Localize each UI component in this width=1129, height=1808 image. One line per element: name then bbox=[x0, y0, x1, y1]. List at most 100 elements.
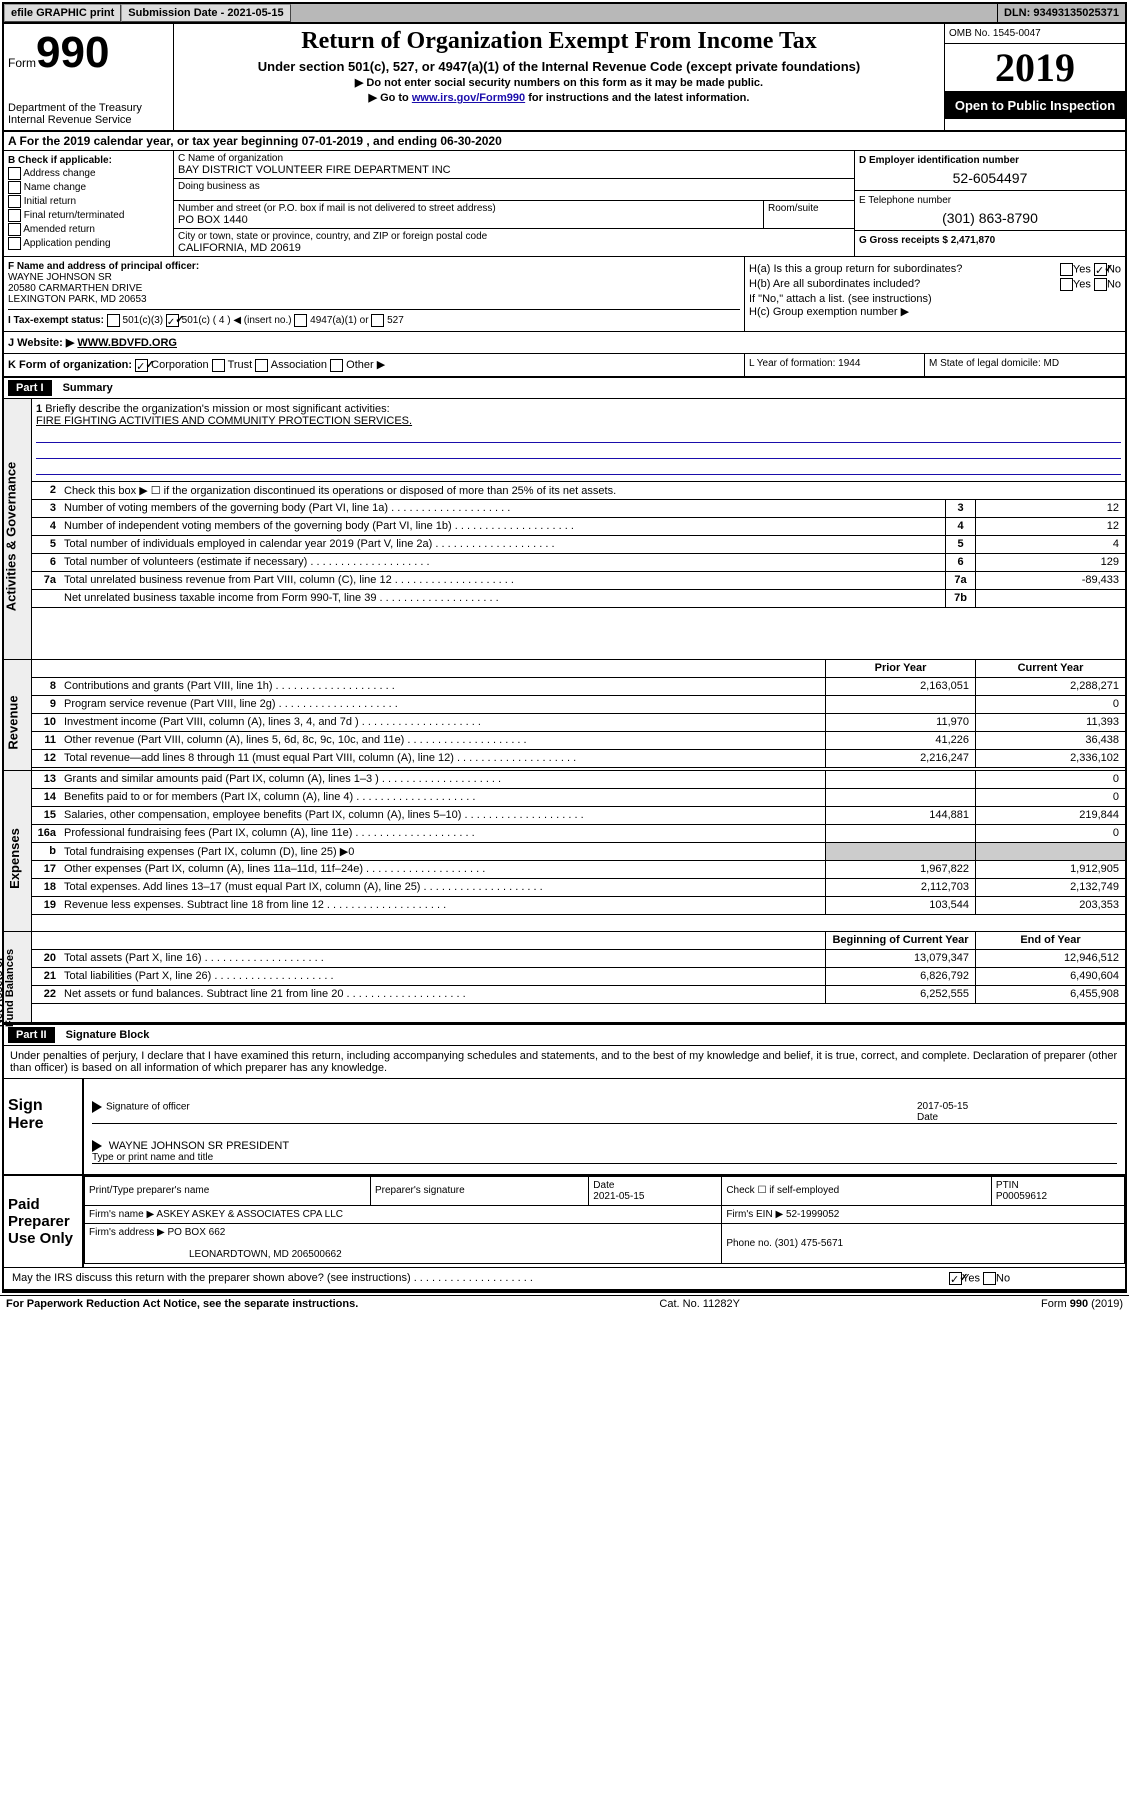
m-state-domicile: M State of legal domicile: MD bbox=[925, 354, 1125, 376]
summary-line-4: 4 Number of independent voting members o… bbox=[32, 518, 1125, 536]
hb-label: H(b) Are all subordinates included? bbox=[749, 278, 920, 291]
form-container: efile GRAPHIC print Submission Date - 20… bbox=[2, 2, 1127, 1293]
firm-addr1: PO BOX 662 bbox=[168, 1227, 226, 1238]
submission-date-button[interactable]: Submission Date - 2021-05-15 bbox=[121, 4, 290, 22]
sig-date-label: Date bbox=[917, 1112, 938, 1123]
sidetab-ag: Activities & Governance bbox=[4, 399, 32, 659]
discuss-yes[interactable]: ✓ bbox=[949, 1272, 962, 1285]
chk-4947[interactable] bbox=[294, 314, 307, 327]
ha-no[interactable]: ✓ bbox=[1094, 263, 1107, 276]
footer-right: Form 990 (2019) bbox=[1041, 1298, 1123, 1310]
chk-501c[interactable]: ✓ bbox=[166, 314, 179, 327]
firm-ein: 52-1999052 bbox=[786, 1209, 839, 1220]
prep-date-hdr: Date2021-05-15 bbox=[589, 1176, 722, 1205]
dln-label: DLN: 93493135025371 bbox=[998, 4, 1125, 22]
c-name-label: C Name of organization bbox=[178, 153, 283, 164]
b-label: B Check if applicable: bbox=[8, 155, 169, 166]
summary-line-15: 15 Salaries, other compensation, employe… bbox=[32, 807, 1125, 825]
summary-line-13: 13 Grants and similar amounts paid (Part… bbox=[32, 771, 1125, 789]
website-link[interactable]: WWW.BDVFD.ORG bbox=[77, 337, 177, 349]
chk-other[interactable] bbox=[330, 359, 343, 372]
summary-line-11: 11 Other revenue (Part VIII, column (A),… bbox=[32, 732, 1125, 750]
chk-corp[interactable]: ✓ bbox=[135, 359, 148, 372]
sig-officer-label: Signature of officer bbox=[106, 1101, 190, 1112]
summary-line-5: 5 Total number of individuals employed i… bbox=[32, 536, 1125, 554]
hb-note: If "No," attach a list. (see instruction… bbox=[749, 293, 1121, 305]
toolbar-spacer bbox=[291, 4, 998, 22]
chk-address-change[interactable]: Address change bbox=[8, 167, 169, 180]
chk-amended[interactable]: Amended return bbox=[8, 223, 169, 236]
officer-addr1: 20580 CARMARTHEN DRIVE bbox=[8, 283, 142, 294]
prep-name-hdr: Print/Type preparer's name bbox=[85, 1176, 371, 1205]
chk-name-change[interactable]: Name change bbox=[8, 181, 169, 194]
k-form-org: K Form of organization: ✓ Corporation Tr… bbox=[4, 354, 745, 376]
instr-ssn: ▶ Do not enter social security numbers o… bbox=[182, 76, 936, 89]
hb-yes[interactable] bbox=[1060, 278, 1073, 291]
name-label: Type or print name and title bbox=[92, 1152, 213, 1163]
top-toolbar: efile GRAPHIC print Submission Date - 20… bbox=[4, 4, 1125, 24]
summary-line-18: 18 Total expenses. Add lines 13–17 (must… bbox=[32, 879, 1125, 897]
penalties-text: Under penalties of perjury, I declare th… bbox=[4, 1046, 1125, 1079]
summary-line-7a: 7a Total unrelated business revenue from… bbox=[32, 572, 1125, 590]
room-label: Room/suite bbox=[764, 201, 854, 228]
phone-value: (301) 863-8790 bbox=[859, 210, 1121, 226]
hdr-prior-year: Prior Year bbox=[825, 660, 975, 677]
chk-initial-return[interactable]: Initial return bbox=[8, 195, 169, 208]
preparer-table: Print/Type preparer's name Preparer's si… bbox=[84, 1176, 1125, 1264]
entity-info-row: B Check if applicable: Address change Na… bbox=[4, 151, 1125, 257]
firm-ein-label: Firm's EIN ▶ bbox=[726, 1209, 783, 1220]
irs-link[interactable]: www.irs.gov/Form990 bbox=[412, 92, 525, 104]
e-phone-label: E Telephone number bbox=[859, 195, 951, 206]
firm-name-label: Firm's name ▶ bbox=[89, 1209, 154, 1220]
sidetab-exp: Expenses bbox=[4, 771, 32, 931]
hdr-beg-year: Beginning of Current Year bbox=[825, 932, 975, 949]
prep-sig-hdr: Preparer's signature bbox=[370, 1176, 588, 1205]
arrow-icon bbox=[92, 1101, 102, 1113]
ha-yes[interactable] bbox=[1060, 263, 1073, 276]
instr-link: ▶ Go to www.irs.gov/Form990 for instruct… bbox=[182, 91, 936, 104]
chk-final-return[interactable]: Final return/terminated bbox=[8, 209, 169, 222]
summary-line-6: 6 Total number of volunteers (estimate i… bbox=[32, 554, 1125, 572]
hc-label: H(c) Group exemption number ▶ bbox=[749, 305, 1121, 318]
sidetab-na: Net Assets orFund Balances bbox=[4, 932, 32, 1022]
firm-name: ASKEY ASKEY & ASSOCIATES CPA LLC bbox=[156, 1209, 343, 1220]
hb-no[interactable] bbox=[1094, 278, 1107, 291]
discuss-no[interactable] bbox=[983, 1272, 996, 1285]
form-subtitle: Under section 501(c), 527, or 4947(a)(1)… bbox=[182, 59, 936, 74]
prep-selfemp[interactable]: Check ☐ if self-employed bbox=[722, 1176, 992, 1205]
firm-addr-label: Firm's address ▶ bbox=[89, 1227, 165, 1238]
g-gross-receipts: G Gross receipts $ 2,471,870 bbox=[859, 235, 995, 246]
footer-left: For Paperwork Reduction Act Notice, see … bbox=[6, 1298, 358, 1310]
firm-phone: (301) 475-5671 bbox=[775, 1238, 843, 1249]
dept-label: Department of the TreasuryInternal Reven… bbox=[8, 102, 169, 126]
dba-label: Doing business as bbox=[174, 179, 854, 201]
street-value: PO BOX 1440 bbox=[178, 214, 248, 226]
chk-trust[interactable] bbox=[212, 359, 225, 372]
summary-line-14: 14 Benefits paid to or for members (Part… bbox=[32, 789, 1125, 807]
chk-501c3[interactable] bbox=[107, 314, 120, 327]
i-label: I Tax-exempt status: bbox=[8, 315, 104, 326]
chk-app-pending[interactable]: Application pending bbox=[8, 237, 169, 250]
chk-527[interactable] bbox=[371, 314, 384, 327]
summary-line-9: 9 Program service revenue (Part VIII, li… bbox=[32, 696, 1125, 714]
summary-line-22: 22 Net assets or fund balances. Subtract… bbox=[32, 986, 1125, 1004]
part-ii-header: Part II bbox=[8, 1027, 55, 1043]
j-website-row: J Website: ▶ WWW.BDVFD.ORG bbox=[4, 332, 1125, 354]
city-label: City or town, state or province, country… bbox=[178, 231, 487, 242]
prep-ptin-hdr: PTINP00059612 bbox=[991, 1176, 1124, 1205]
f-label: F Name and address of principal officer: bbox=[8, 261, 199, 272]
sidetab-rev: Revenue bbox=[4, 660, 32, 770]
efile-print-button[interactable]: efile GRAPHIC print bbox=[4, 4, 121, 22]
omb-number: OMB No. 1545-0047 bbox=[945, 24, 1125, 44]
chk-assoc[interactable] bbox=[255, 359, 268, 372]
hdr-current-year: Current Year bbox=[975, 660, 1125, 677]
tax-year: 2019 bbox=[945, 44, 1125, 92]
public-inspection: Open to Public Inspection bbox=[945, 92, 1125, 119]
officer-h-row: F Name and address of principal officer:… bbox=[4, 257, 1125, 332]
firm-phone-label: Phone no. bbox=[726, 1238, 772, 1249]
summary-line-21: 21 Total liabilities (Part X, line 26) 6… bbox=[32, 968, 1125, 986]
part-i-title: Summary bbox=[63, 382, 113, 394]
city-value: CALIFORNIA, MD 20619 bbox=[178, 242, 301, 254]
summary-line-19: 19 Revenue less expenses. Subtract line … bbox=[32, 897, 1125, 915]
discuss-question: May the IRS discuss this return with the… bbox=[4, 1268, 945, 1289]
